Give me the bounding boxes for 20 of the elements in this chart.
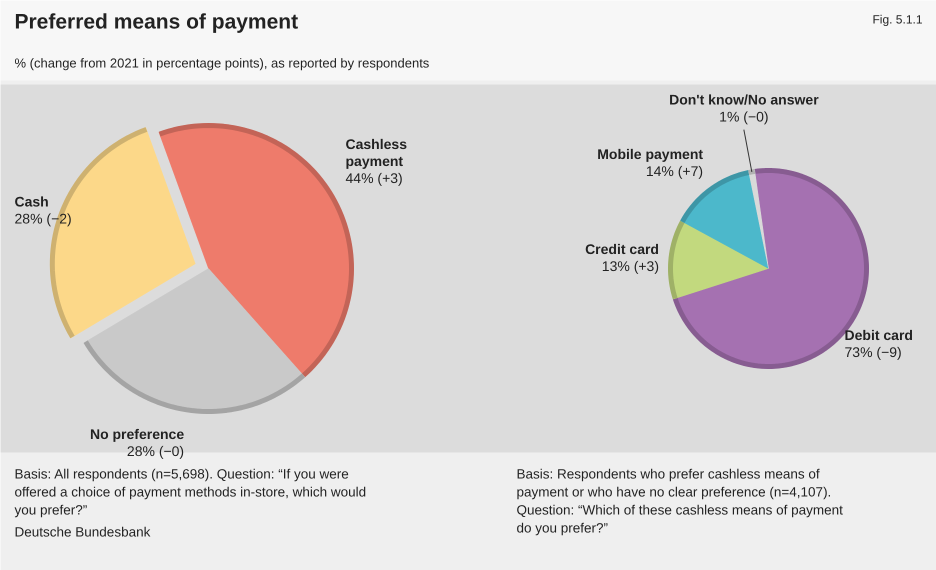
data-label: 28% (−0): [126, 443, 184, 460]
chart-title: Preferred means of payment: [14, 10, 298, 34]
slice-label: Debit card: [844, 326, 913, 343]
caption: Fig. 5.1.1: [872, 12, 923, 26]
data-label: 28% (−2): [14, 210, 72, 226]
text: Deutsche Bundesbank: [14, 524, 151, 540]
data-label: 14% (+7): [646, 163, 704, 180]
data-label: 13% (+3): [602, 258, 659, 274]
data-label: 73% (−9): [844, 344, 902, 360]
text: Basis: All respondents (n=5,698). Question: “If you were offered a choice of payment methods in-store, which would you prefer?”: [14, 466, 366, 518]
slice-label: Cash: [14, 193, 49, 210]
text: Basis: Respondents who prefer cashless means of payment or who have no clear preference (n=4,107). Question: “Which of these cashless means of payment do you prefer?”: [516, 466, 844, 536]
data-label: 44% (+3): [346, 170, 403, 186]
slice-label: Don't know/No answer: [669, 92, 820, 108]
data-label: 1% (−0): [719, 108, 769, 125]
slice-label: Mobile payment: [597, 146, 704, 162]
slice-label: Credit card: [585, 241, 659, 258]
slice-label: Cashless payment: [346, 136, 408, 169]
slice-label: No preference: [90, 426, 184, 442]
chart-subtitle: % (change from 2021 in percentage points), as reported by respondents: [14, 56, 430, 70]
